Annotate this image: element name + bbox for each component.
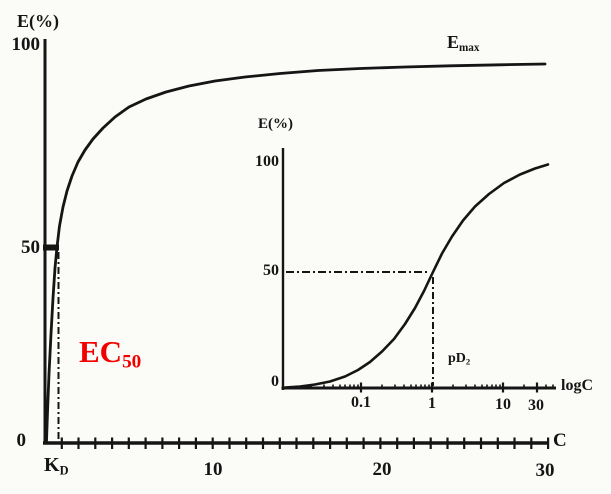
main-x-tick-10: 10 (203, 459, 223, 480)
ec50-subscript: 50 (122, 351, 142, 373)
main-x-tick-30: 30 (535, 460, 555, 481)
inset-x-tick-1: 1 (428, 395, 436, 412)
inset-y-axis-title: E(%) (258, 116, 293, 132)
inset-y-tick-100: 100 (255, 153, 279, 170)
ec50-label: EC50 (79, 336, 141, 372)
emax-base: E (447, 32, 460, 52)
main-x-tick-20: 20 (372, 459, 392, 480)
inset-x-axis-title: logC (561, 377, 593, 394)
main-y-tick-0: 0 (16, 430, 27, 451)
main-kd-label: KD (44, 455, 69, 477)
inset-x-tick-0.1: 0.1 (351, 394, 371, 411)
inset-x-axis-major-ticks (359, 382, 539, 393)
main-x-axis-title: C (553, 430, 567, 451)
emax-subscript: max (459, 42, 480, 55)
inset-y-tick-50: 50 (263, 262, 279, 279)
ec50-base: EC (79, 334, 123, 369)
kd-base: K (44, 454, 60, 476)
main-y-tick-50: 50 (21, 237, 40, 258)
main-y-axis-title: E(%) (17, 11, 59, 31)
pd2-base: pD (448, 351, 466, 366)
inset-y-tick-0: 0 (271, 373, 279, 390)
inset-x-axis-minor-ticks (310, 384, 554, 389)
pd2-subscript: 2 (465, 356, 471, 367)
emax-label: Emax (447, 33, 479, 54)
kd-subscript: D (59, 463, 69, 478)
inset-x-tick-10: 10 (495, 396, 511, 413)
inset-dose-response-curve (283, 163, 550, 389)
main-x-axis-ticks (60, 437, 550, 449)
pd2-label: pD2 (448, 352, 470, 366)
main-dose-response-curve (45, 62, 547, 443)
main-y-tick-100: 100 (11, 34, 41, 55)
inset-x-tick-30: 30 (528, 397, 544, 414)
